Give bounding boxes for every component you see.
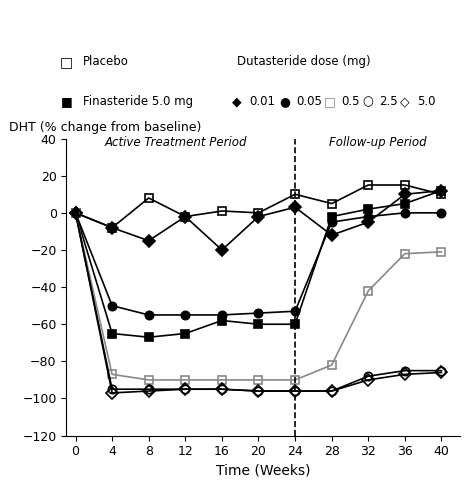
Text: ●: ●: [279, 95, 290, 108]
Text: 5.0: 5.0: [417, 95, 436, 108]
Text: Active Treatment Period: Active Treatment Period: [105, 136, 247, 149]
Text: ◆: ◆: [232, 95, 242, 108]
Text: Dutasteride dose (mg): Dutasteride dose (mg): [237, 55, 371, 68]
Text: 0.01: 0.01: [249, 95, 275, 108]
Text: DHT (% change from baseline): DHT (% change from baseline): [9, 121, 202, 134]
Text: ◇: ◇: [401, 95, 410, 108]
Text: ■: ■: [61, 95, 72, 108]
Text: 2.5: 2.5: [379, 95, 398, 108]
Text: □: □: [324, 95, 335, 108]
Text: □: □: [60, 55, 73, 69]
Text: Placebo: Placebo: [83, 55, 129, 68]
Text: Follow-up Period: Follow-up Period: [328, 136, 426, 149]
Text: Finasteride 5.0 mg: Finasteride 5.0 mg: [83, 95, 193, 108]
Text: 0.05: 0.05: [296, 95, 322, 108]
Text: 0.5: 0.5: [341, 95, 360, 108]
X-axis label: Time (Weeks): Time (Weeks): [216, 464, 310, 478]
Text: ○: ○: [362, 95, 373, 108]
